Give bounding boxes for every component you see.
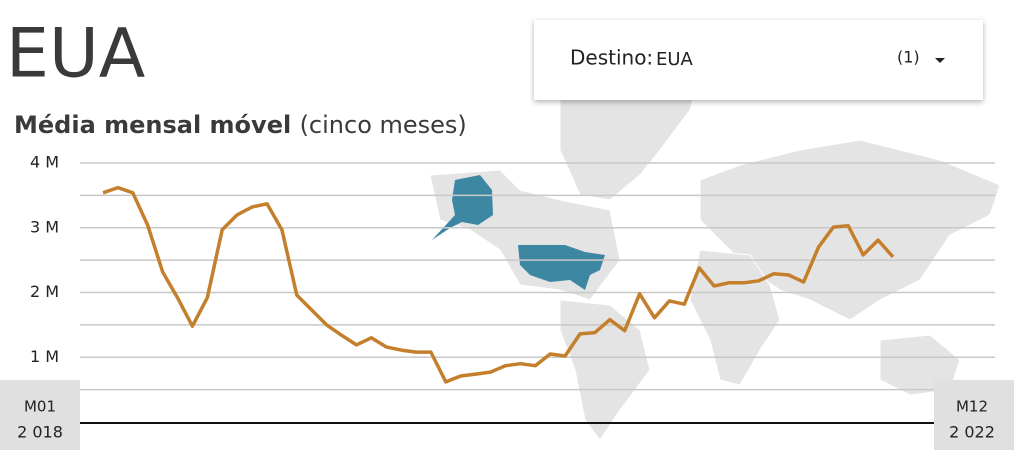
chart-title-main: Média mensal móvel [14,111,291,139]
filter-value: EUA [656,49,694,70]
y-tick-label: 3 M [30,217,59,236]
x-end-box [934,380,1014,450]
chart-title-note: (cinco meses) [300,111,467,139]
series-line [102,185,895,384]
y-tick-label: 2 M [30,282,59,301]
y-tick-label: 4 M [30,153,59,172]
filter-label: Destino: [570,46,653,70]
x-end-year: 2 022 [949,423,995,442]
x-start-year: 2 018 [17,423,63,442]
world-map [429,61,1001,441]
x-start-box [0,380,80,450]
chart-title: Média mensal móvel (cinco meses) [14,111,467,139]
filter-count: (1) [897,48,920,67]
x-end-month: M12 [956,398,988,416]
page-title: EUA [6,15,145,94]
filter-dropdown[interactable]: Destino: EUA (1) [534,20,983,100]
dropdown-box[interactable] [534,20,983,100]
x-start-month: M01 [24,398,56,416]
line-chart: 1 M 2 M 3 M 4 M [30,153,995,424]
dropdown-caret[interactable] [935,58,945,63]
y-tick-label: 1 M [30,347,59,366]
